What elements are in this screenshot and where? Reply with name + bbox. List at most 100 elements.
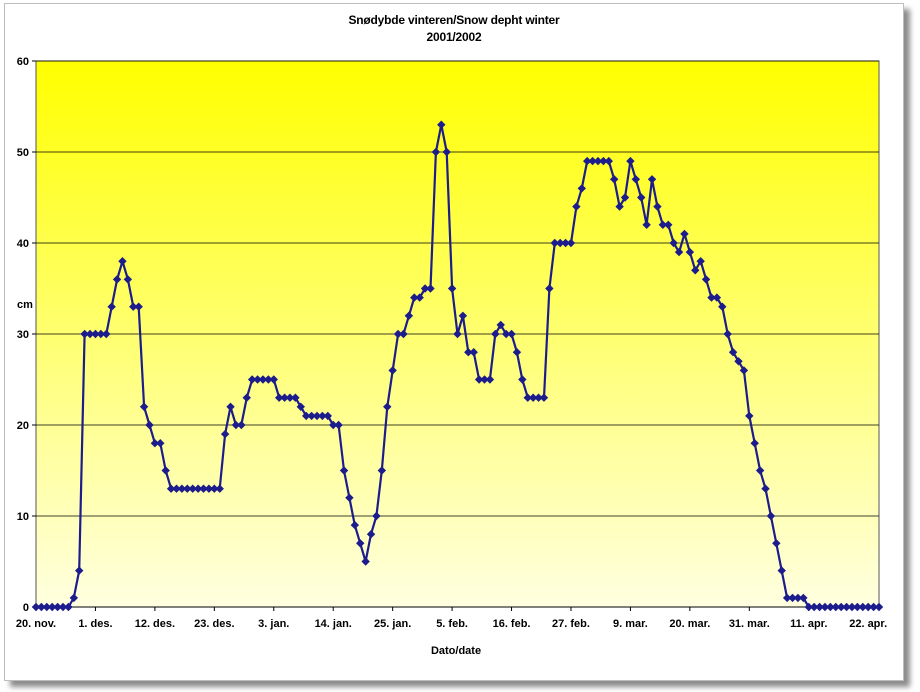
x-tick-label: 1. des. (78, 618, 112, 630)
data-point (582, 156, 592, 166)
chart-subtitle: 2001/2002 (426, 30, 482, 44)
data-point (91, 329, 100, 339)
data-point (847, 602, 857, 612)
data-point (447, 284, 457, 293)
data-point (734, 357, 743, 366)
data-point (388, 366, 397, 375)
data-point (745, 411, 754, 421)
data-point (631, 175, 641, 184)
y-axis-label: cm (17, 299, 33, 311)
data-point (264, 375, 273, 384)
x-tick-label: 20. nov. (16, 618, 56, 630)
data-point (680, 229, 689, 239)
data-point (642, 220, 651, 229)
data-point (453, 329, 462, 339)
data-point (777, 566, 786, 575)
data-point (464, 348, 473, 357)
data-point (377, 466, 387, 475)
x-tick-label: 11. apr. (790, 618, 827, 630)
data-point (755, 466, 765, 475)
data-point (172, 484, 181, 493)
data-point (85, 329, 95, 339)
data-point (491, 329, 500, 339)
data-point (799, 593, 808, 603)
data-point (853, 602, 862, 612)
data-point (393, 329, 403, 339)
x-tick-label: 3. jan. (258, 618, 289, 630)
data-point (820, 602, 830, 612)
data-point (237, 420, 246, 430)
data-point (75, 566, 84, 575)
y-tick-label: 40 (17, 238, 29, 250)
data-point (139, 402, 149, 411)
data-point (296, 402, 305, 411)
data-point (80, 329, 89, 339)
data-point (863, 602, 873, 612)
data-point (188, 484, 197, 493)
data-point (826, 602, 835, 612)
data-point (728, 348, 738, 357)
data-point (480, 375, 489, 384)
data-point (280, 393, 289, 402)
data-point (836, 602, 846, 612)
data-point (712, 293, 722, 302)
data-point (420, 284, 430, 293)
data-point (307, 411, 316, 421)
data-point (804, 602, 813, 612)
data-point (231, 420, 241, 430)
data-point (356, 539, 365, 548)
data-point (669, 238, 678, 248)
data-point (193, 484, 203, 493)
data-point (431, 147, 441, 157)
data-point (58, 602, 68, 612)
data-point (177, 484, 187, 493)
data-point (399, 329, 408, 339)
data-point (647, 175, 657, 184)
data-point (545, 284, 554, 293)
data-point (247, 375, 257, 384)
data-point (469, 348, 478, 357)
data-point (301, 411, 311, 421)
data-point (772, 539, 781, 548)
data-point (145, 420, 154, 430)
data-point (31, 602, 41, 612)
data-point (674, 247, 684, 257)
data-point (696, 257, 705, 266)
data-point (134, 302, 143, 311)
data-point (620, 193, 630, 202)
data-point (107, 302, 116, 311)
data-point (626, 156, 635, 166)
x-axis-label: Dato/date (431, 645, 481, 657)
data-point (156, 439, 165, 448)
data-point (129, 302, 138, 311)
data-point (366, 530, 376, 539)
data-point (69, 593, 79, 603)
data-point (415, 293, 424, 302)
data-point (858, 602, 867, 612)
x-tick-label: 12. des. (135, 618, 175, 630)
data-point (334, 420, 343, 430)
data-point (166, 484, 176, 493)
data-point (64, 602, 73, 612)
data-point (204, 484, 214, 493)
x-tick-label: 14. jan. (315, 618, 352, 630)
data-point (615, 202, 624, 211)
data-point (874, 602, 884, 612)
data-point (869, 602, 878, 612)
data-point (426, 284, 435, 293)
data-point (707, 293, 716, 302)
data-point (685, 247, 695, 257)
data-point (123, 275, 133, 284)
data-point (782, 593, 792, 603)
data-point (345, 493, 354, 502)
data-point (437, 120, 446, 129)
data-point (410, 293, 419, 302)
data-point (285, 393, 295, 402)
data-point (723, 329, 732, 339)
data-point (112, 275, 122, 284)
x-tick-label: 22. apr. (849, 618, 887, 630)
data-point (199, 484, 208, 493)
data-point (102, 329, 111, 339)
x-tick-label: 31. mar. (729, 618, 770, 630)
data-point (572, 202, 581, 211)
